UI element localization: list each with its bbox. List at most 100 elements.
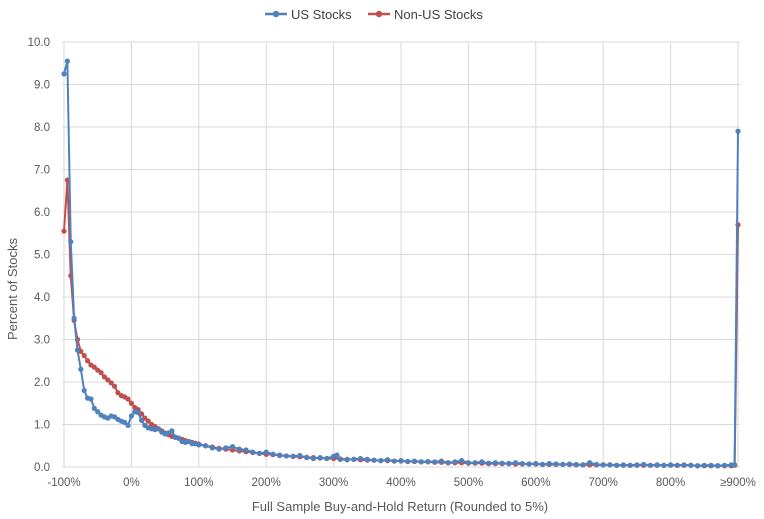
data-point-non-us-stocks <box>115 390 121 396</box>
data-point-non-us-stocks <box>61 228 67 234</box>
data-point-us-stocks <box>236 446 242 452</box>
x-tick-label: 600% <box>521 477 550 489</box>
legend-marker-us-stocks <box>272 10 280 18</box>
x-tick-label: 100% <box>184 477 213 489</box>
data-point-us-stocks <box>209 445 215 451</box>
data-point-us-stocks <box>61 71 67 77</box>
data-point-us-stocks <box>155 426 161 432</box>
data-point-us-stocks <box>391 458 397 464</box>
data-point-us-stocks <box>384 457 391 463</box>
data-point-us-stocks <box>438 458 445 464</box>
data-point-us-stocks <box>701 462 707 468</box>
data-point-us-stocks <box>243 447 249 453</box>
data-point-non-us-stocks <box>105 377 111 383</box>
data-point-us-stocks <box>732 462 738 468</box>
data-point-us-stocks <box>715 463 721 469</box>
data-point-us-stocks <box>553 461 559 467</box>
y-axis-title: Percent of Stocks <box>5 238 20 340</box>
data-point-non-us-stocks <box>101 374 108 380</box>
data-point-us-stocks <box>661 462 667 468</box>
data-point-us-stocks <box>290 453 296 459</box>
data-point-us-stocks <box>344 457 350 463</box>
data-point-non-us-stocks <box>128 400 134 406</box>
y-tick-label: 2.0 <box>34 377 50 389</box>
data-point-us-stocks <box>694 463 701 469</box>
data-point-us-stocks <box>304 455 310 461</box>
data-point-non-us-stocks <box>91 364 97 370</box>
data-point-us-stocks <box>668 462 674 468</box>
x-axis-title: Full Sample Buy-and-Hold Return (Rounded… <box>252 499 548 514</box>
data-point-us-stocks <box>546 461 552 467</box>
data-point-us-stocks <box>297 452 303 459</box>
data-point-us-stocks <box>277 452 283 458</box>
data-point-non-us-stocks <box>84 358 91 364</box>
data-point-us-stocks <box>587 460 593 466</box>
data-point-us-stocks <box>122 419 128 425</box>
data-point-non-us-stocks <box>81 353 87 359</box>
data-point-us-stocks <box>627 462 633 468</box>
data-point-us-stocks <box>175 435 182 441</box>
y-axis-ticks: 0.0 1.0 2.0 3.0 4.0 5.0 6.0 7.0 8.0 9.0 10.0 <box>28 37 50 474</box>
data-point-us-stocks <box>71 315 77 321</box>
data-point-us-stocks <box>88 396 94 402</box>
data-point-us-stocks <box>283 453 290 459</box>
data-point-us-stocks <box>607 462 613 468</box>
x-tick-label: 200% <box>251 477 280 489</box>
data-point-us-stocks <box>512 460 519 466</box>
y-tick-label: 9.0 <box>34 80 50 92</box>
data-point-us-stocks <box>425 458 431 465</box>
data-point-us-stocks <box>270 451 276 457</box>
y-tick-label: 3.0 <box>34 335 50 347</box>
data-point-us-stocks <box>364 456 370 462</box>
x-tick-label: 700% <box>588 477 617 489</box>
data-point-us-stocks <box>64 58 70 64</box>
data-point-us-stocks <box>533 461 539 467</box>
data-point-us-stocks <box>418 459 424 465</box>
data-point-us-stocks <box>128 413 134 419</box>
data-point-us-stocks <box>357 455 364 462</box>
data-point-us-stocks <box>593 461 600 468</box>
legend-label-us-stocks: US Stocks <box>291 7 352 22</box>
x-tick-label: 400% <box>386 477 415 489</box>
data-point-us-stocks <box>721 462 728 468</box>
data-point-us-stocks <box>472 460 478 466</box>
data-point-us-stocks <box>506 461 512 467</box>
data-point-us-stocks <box>405 458 411 465</box>
legend-marker-non-us-stocks <box>375 10 383 18</box>
data-point-us-stocks <box>310 455 316 462</box>
y-tick-label: 0.0 <box>34 462 50 474</box>
y-tick-label: 10.0 <box>28 37 50 49</box>
data-point-us-stocks <box>95 409 101 415</box>
data-point-us-stocks <box>519 461 525 467</box>
series-layer <box>61 58 741 469</box>
data-point-us-stocks <box>138 417 145 423</box>
data-point-us-stocks <box>337 456 343 462</box>
data-point-us-stocks <box>459 458 465 464</box>
y-tick-label: 8.0 <box>34 122 50 134</box>
data-point-us-stocks <box>202 443 209 449</box>
data-point-us-stocks <box>560 461 566 468</box>
data-point-us-stocks <box>74 347 81 353</box>
data-point-us-stocks <box>371 457 377 463</box>
data-point-us-stocks <box>641 461 647 468</box>
series-us-stocks <box>61 58 741 469</box>
data-point-us-stocks <box>169 428 175 434</box>
data-point-us-stocks <box>539 461 546 468</box>
legend-item-non-us-stocks[interactable]: Non-US Stocks <box>368 7 483 22</box>
x-tick-label: 300% <box>319 477 348 489</box>
data-point-us-stocks <box>256 450 263 456</box>
data-point-us-stocks <box>81 387 87 394</box>
x-tick-label: 800% <box>656 477 685 489</box>
data-point-us-stocks <box>398 458 404 464</box>
data-point-us-stocks <box>614 462 620 468</box>
data-point-us-stocks <box>674 462 680 468</box>
data-point-us-stocks <box>68 239 74 245</box>
legend-item-us-stocks[interactable]: US Stocks <box>265 7 352 22</box>
data-point-us-stocks <box>654 462 660 468</box>
data-point-non-us-stocks <box>98 370 104 376</box>
data-point-us-stocks <box>196 442 202 448</box>
data-point-us-stocks <box>499 460 505 466</box>
data-point-us-stocks <box>566 461 573 467</box>
data-point-us-stocks <box>600 462 606 468</box>
